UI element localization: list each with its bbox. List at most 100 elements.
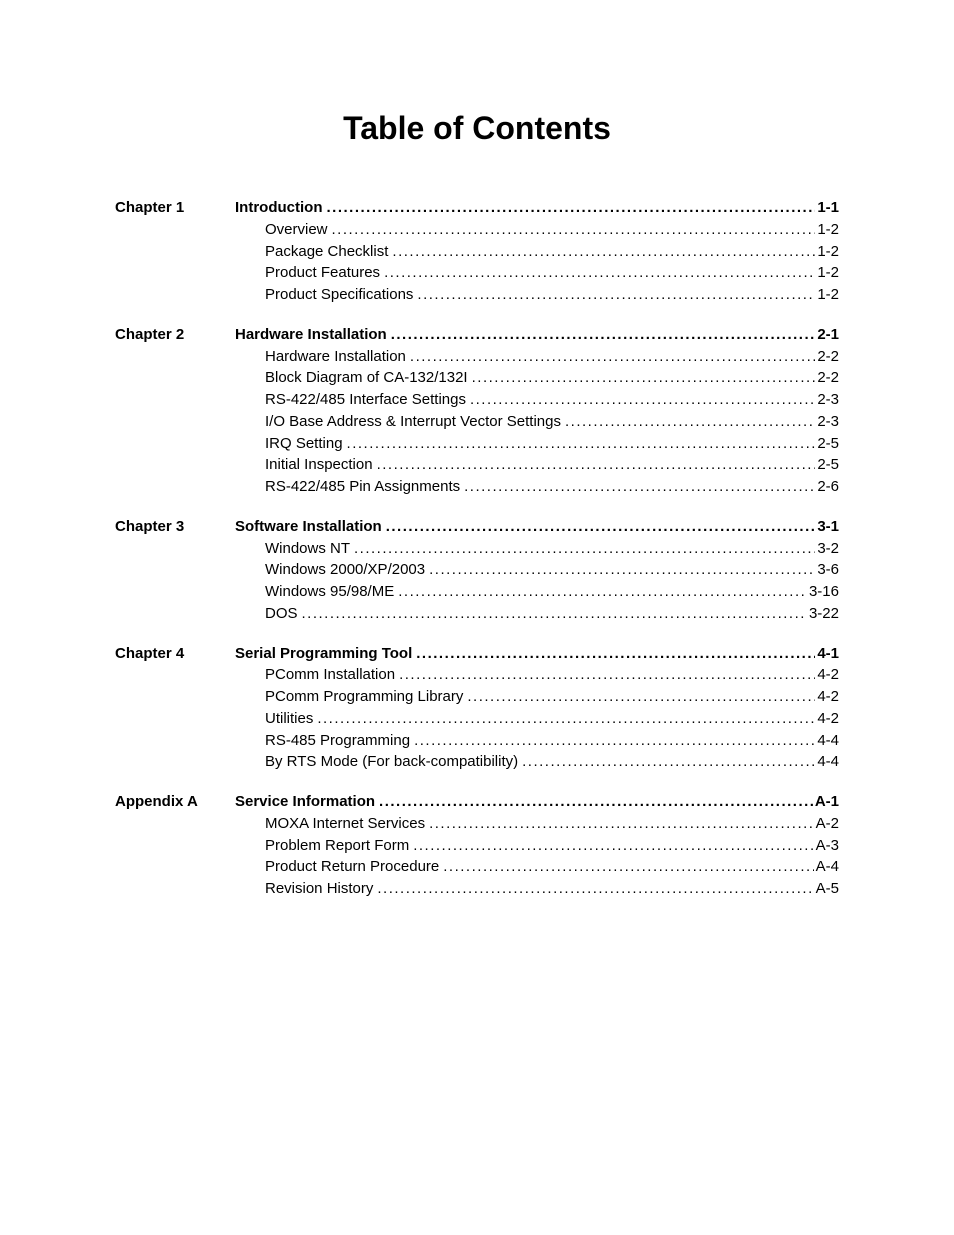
dot-leader: ........................................… <box>408 346 815 368</box>
sub-title: PComm Installation <box>235 664 397 686</box>
dot-leader: ........................................… <box>300 603 807 625</box>
dot-leader: ........................................… <box>390 241 815 263</box>
sub-title: Problem Report Form <box>235 835 411 857</box>
sub-page: A-3 <box>814 835 839 857</box>
dot-leader: ........................................… <box>375 454 816 476</box>
sub-title: Block Diagram of CA-132/132I <box>235 367 470 389</box>
dot-leader: ........................................… <box>411 835 813 857</box>
sub-title: Windows NT <box>235 538 352 560</box>
sub-page: 4-2 <box>815 708 839 730</box>
toc-sub-row: Windows 95/98/ME........................… <box>115 581 839 603</box>
sub-page: 3-2 <box>815 538 839 560</box>
sub-title: RS-422/485 Interface Settings <box>235 389 468 411</box>
sub-title: RS-422/485 Pin Assignments <box>235 476 462 498</box>
toc-sub-row: PComm Programming Library...............… <box>115 686 839 708</box>
sub-page: A-2 <box>814 813 839 835</box>
sub-page: 2-2 <box>815 346 839 368</box>
toc-sub-row: Package Checklist.......................… <box>115 241 839 263</box>
sub-page: 1-2 <box>815 219 839 241</box>
chapter-page: 1-1 <box>815 197 839 219</box>
chapter-title: Serial Programming Tool <box>235 643 414 665</box>
dot-leader: ........................................… <box>414 643 815 665</box>
sub-title: PComm Programming Library <box>235 686 465 708</box>
toc-sub-row: RS-422/485 Pin Assignments..............… <box>115 476 839 498</box>
chapter-title: Hardware Installation <box>235 324 389 346</box>
dot-leader: ........................................… <box>345 433 816 455</box>
toc-sub-row: Product Return Procedure................… <box>115 856 839 878</box>
toc-chapter-row: Chapter 3Software Installation..........… <box>115 516 839 538</box>
dot-leader: ........................................… <box>324 197 815 219</box>
dot-leader: ........................................… <box>397 664 815 686</box>
sub-page: 4-4 <box>815 730 839 752</box>
sub-page: 3-16 <box>807 581 839 603</box>
dot-leader: ........................................… <box>470 367 816 389</box>
toc-chapter-row: Chapter 1Introduction...................… <box>115 197 839 219</box>
sub-page: 2-3 <box>815 389 839 411</box>
dot-leader: ........................................… <box>389 324 816 346</box>
dot-leader: ........................................… <box>520 751 815 773</box>
toc-sub-row: Windows 2000/XP/2003....................… <box>115 559 839 581</box>
toc-sub-row: Utilities...............................… <box>115 708 839 730</box>
sub-title: RS-485 Programming <box>235 730 412 752</box>
dot-leader: ........................................… <box>315 708 815 730</box>
toc-sub-row: Problem Report Form.....................… <box>115 835 839 857</box>
page-title: Table of Contents <box>115 110 839 147</box>
sub-title: Initial Inspection <box>235 454 375 476</box>
sub-page: 4-2 <box>815 686 839 708</box>
chapter-page: A-1 <box>813 791 839 813</box>
toc-sub-row: Product Specifications..................… <box>115 284 839 306</box>
sub-page: 2-2 <box>815 367 839 389</box>
dot-leader: ........................................… <box>375 878 813 900</box>
chapter-label: Chapter 1 <box>115 197 235 219</box>
chapter-block: Chapter 2Hardware Installation..........… <box>115 324 839 498</box>
chapter-block: Chapter 1Introduction...................… <box>115 197 839 306</box>
sub-page: 2-5 <box>815 454 839 476</box>
sub-page: 4-4 <box>815 751 839 773</box>
sub-page: 2-3 <box>815 411 839 433</box>
sub-title: IRQ Setting <box>235 433 345 455</box>
toc-sub-row: DOS.....................................… <box>115 603 839 625</box>
sub-title: Hardware Installation <box>235 346 408 368</box>
sub-title: MOXA Internet Services <box>235 813 427 835</box>
sub-page: A-4 <box>814 856 839 878</box>
chapter-block: Chapter 3Software Installation..........… <box>115 516 839 625</box>
dot-leader: ........................................… <box>441 856 813 878</box>
sub-title: Utilities <box>235 708 315 730</box>
sub-page: 3-6 <box>815 559 839 581</box>
chapter-label: Chapter 2 <box>115 324 235 346</box>
chapter-block: Appendix AService Information...........… <box>115 791 839 900</box>
chapter-page: 2-1 <box>815 324 839 346</box>
toc-sub-row: Product Features........................… <box>115 262 839 284</box>
dot-leader: ........................................… <box>468 389 815 411</box>
dot-leader: ........................................… <box>330 219 816 241</box>
dot-leader: ........................................… <box>563 411 815 433</box>
sub-title: Product Specifications <box>235 284 415 306</box>
sub-page: 4-2 <box>815 664 839 686</box>
page: Table of Contents Chapter 1Introduction.… <box>0 0 954 1235</box>
toc-sub-row: IRQ Setting.............................… <box>115 433 839 455</box>
dot-leader: ........................................… <box>427 813 814 835</box>
dot-leader: ........................................… <box>384 516 816 538</box>
chapter-label: Chapter 4 <box>115 643 235 665</box>
toc-sub-row: Windows NT..............................… <box>115 538 839 560</box>
sub-page: 1-2 <box>815 262 839 284</box>
dot-leader: ........................................… <box>415 284 815 306</box>
sub-page: 1-2 <box>815 284 839 306</box>
dot-leader: ........................................… <box>465 686 815 708</box>
sub-title: DOS <box>235 603 300 625</box>
chapter-page: 4-1 <box>815 643 839 665</box>
sub-page: 2-6 <box>815 476 839 498</box>
table-of-contents: Chapter 1Introduction...................… <box>115 197 839 900</box>
sub-title: By RTS Mode (For back-compatibility) <box>235 751 520 773</box>
toc-sub-row: MOXA Internet Services..................… <box>115 813 839 835</box>
chapter-title: Introduction <box>235 197 324 219</box>
dot-leader: ........................................… <box>382 262 815 284</box>
toc-sub-row: RS-422/485 Interface Settings...........… <box>115 389 839 411</box>
chapter-label: Chapter 3 <box>115 516 235 538</box>
toc-sub-row: I/O Base Address & Interrupt Vector Sett… <box>115 411 839 433</box>
dot-leader: ........................................… <box>377 791 813 813</box>
chapter-page: 3-1 <box>815 516 839 538</box>
dot-leader: ........................................… <box>396 581 807 603</box>
toc-sub-row: Revision History........................… <box>115 878 839 900</box>
dot-leader: ........................................… <box>352 538 815 560</box>
